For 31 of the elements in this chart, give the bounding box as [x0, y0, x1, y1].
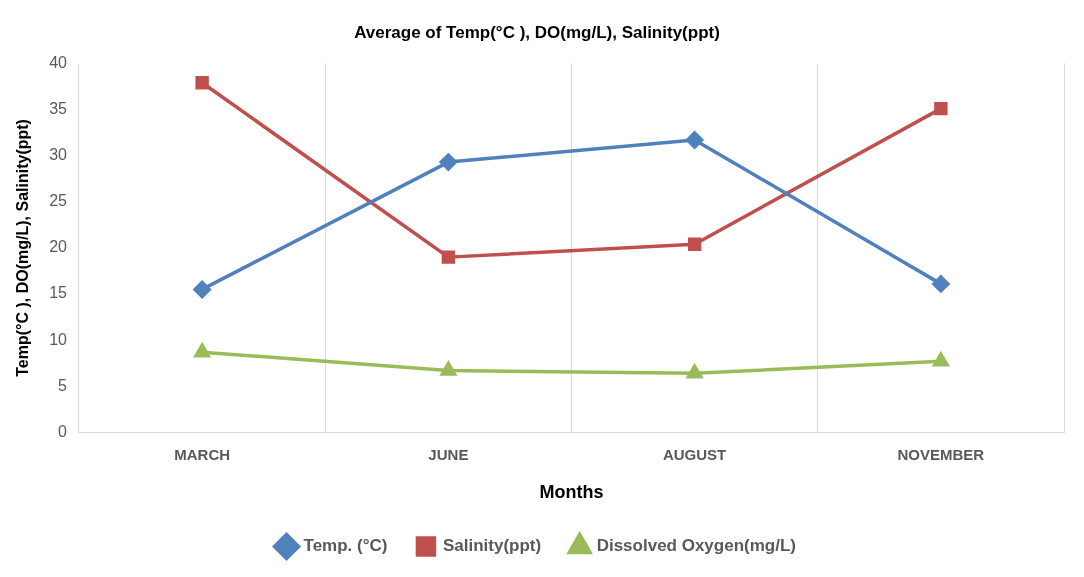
chart-title: Average of Temp(°C ), DO(mg/L), Salinity(ppt): [354, 22, 720, 42]
x-tick-label: NOVEMBER: [897, 445, 985, 463]
point: [439, 153, 458, 171]
y-tick-label: 10: [49, 330, 68, 348]
point: [687, 237, 702, 251]
point: [932, 275, 950, 293]
legend-label: Salinity(ppt): [442, 536, 542, 556]
y-tick-label: 20: [49, 238, 68, 256]
y-tick-label: 5: [58, 376, 68, 394]
x-tick-label: JUNE: [428, 445, 469, 463]
y-tick-label: 0: [58, 422, 68, 440]
y-axis-title: Temp(°C ), DO(mg/L), Salinity(ppt): [14, 119, 32, 377]
y-tick-label: 35: [49, 99, 68, 117]
legend-label: Dissolved Oxygen(mg/L): [596, 536, 796, 556]
y-tick-label: 40: [49, 53, 68, 71]
point: [685, 131, 704, 149]
point: [440, 361, 457, 376]
legend-label: Temp. (°C): [303, 536, 388, 556]
point: [195, 76, 209, 90]
x-tick-label: AUGUST: [662, 445, 727, 463]
point: [194, 343, 210, 358]
y-tick-label: 25: [49, 192, 68, 210]
x-axis-title: Months: [539, 482, 604, 503]
y-tick-label: 15: [49, 284, 68, 302]
point: [934, 101, 948, 116]
point: [685, 362, 704, 379]
point: [441, 250, 456, 264]
x-tick-label: MARCH: [174, 445, 231, 463]
point: [931, 350, 950, 367]
y-tick-label: 30: [49, 146, 68, 164]
point: [193, 280, 211, 299]
